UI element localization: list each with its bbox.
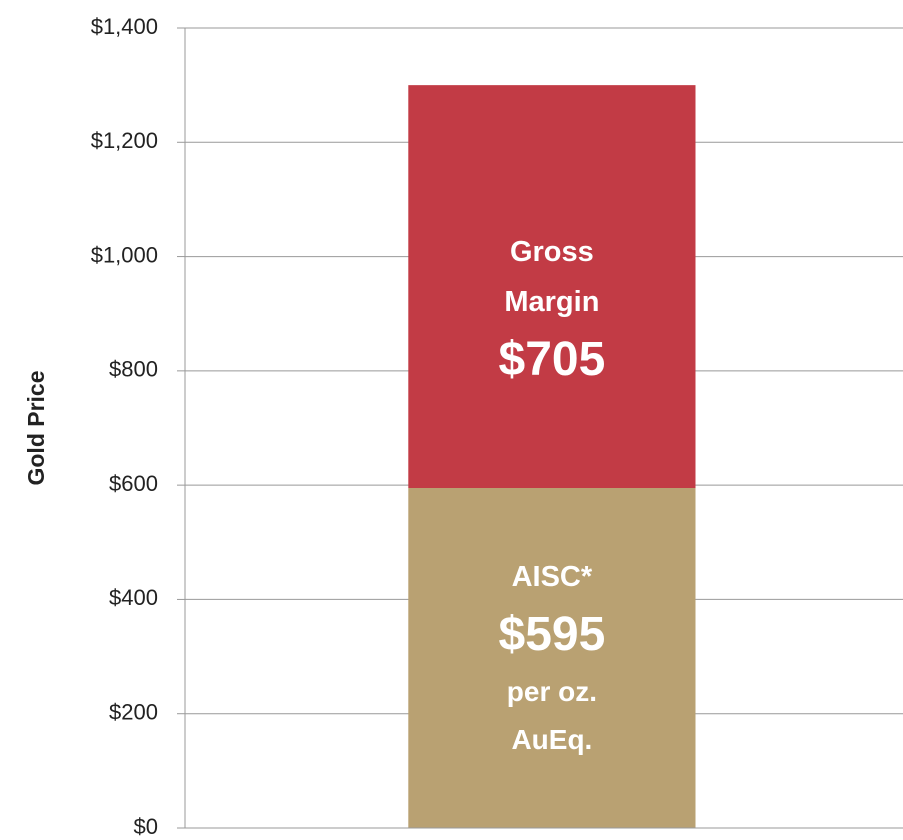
y-tick-label: $200 (109, 700, 158, 725)
y-tick-label: $600 (109, 471, 158, 496)
value-label: $595 (498, 608, 606, 661)
segment-name: AISC* (511, 561, 593, 593)
segment-name: Gross Margin (504, 235, 600, 318)
y-tick-label: $800 (109, 357, 158, 382)
y-tick-label: $1,200 (91, 128, 158, 153)
segment-label: Gross Margin $705 (408, 85, 695, 488)
bar-segment (408, 85, 696, 489)
y-tick-label: $1,000 (91, 242, 158, 267)
y-tick-label: $0 (134, 814, 158, 839)
segment-label: AISC* $595 per oz. AuEq. (408, 488, 695, 828)
segment-note: per oz. AuEq. (506, 676, 597, 755)
y-tick-label: $400 (109, 585, 158, 610)
y-axis-label: Gold Price (23, 370, 49, 485)
bar-segment (408, 488, 696, 828)
y-tick-label: $1,400 (91, 14, 158, 39)
value-label: $705 (498, 332, 606, 386)
